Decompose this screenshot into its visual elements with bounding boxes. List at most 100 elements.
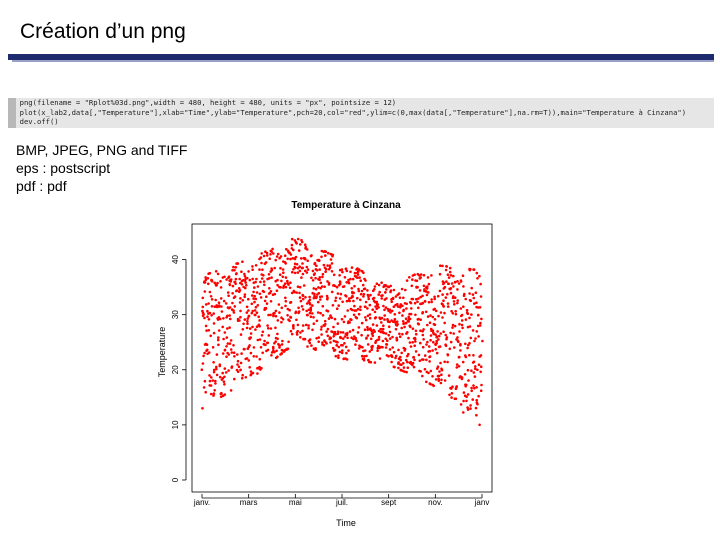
data-point [227, 275, 231, 278]
data-point [447, 374, 451, 377]
data-point [267, 334, 271, 337]
data-point [442, 281, 446, 285]
data-point [239, 361, 243, 365]
data-point [207, 329, 211, 332]
data-point [216, 272, 220, 276]
data-point [443, 311, 446, 315]
data-point [214, 298, 217, 302]
data-point [287, 340, 290, 344]
data-point [452, 274, 455, 278]
code-block: > png(filename = "Rplot%03d.png",width =… [8, 98, 714, 128]
data-point [440, 373, 443, 376]
data-point [270, 276, 273, 279]
data-point [451, 323, 455, 327]
data-point [446, 353, 450, 357]
data-point [432, 331, 435, 334]
data-point [244, 376, 248, 379]
data-point [264, 343, 267, 347]
data-point [274, 258, 277, 262]
data-point [217, 343, 220, 347]
data-point [338, 274, 341, 277]
data-point [458, 330, 461, 333]
data-point [441, 264, 444, 268]
data-point [232, 265, 235, 269]
data-point [205, 343, 209, 346]
data-point [425, 343, 428, 346]
data-point [301, 329, 304, 333]
data-point [390, 355, 394, 358]
data-point [396, 302, 399, 306]
data-point [247, 359, 251, 362]
data-point [398, 335, 402, 338]
data-point [270, 268, 274, 272]
data-point [459, 349, 462, 352]
data-point [289, 281, 292, 284]
data-point [472, 384, 475, 387]
data-point [309, 306, 313, 310]
data-point [403, 370, 406, 373]
data-point [276, 278, 279, 282]
data-point [422, 284, 426, 288]
data-point [387, 333, 390, 337]
data-point [421, 333, 425, 337]
data-point [346, 309, 349, 312]
data-point [348, 321, 351, 324]
data-point [375, 324, 379, 327]
data-point [439, 361, 442, 365]
data-point [336, 292, 340, 295]
data-point [351, 308, 354, 312]
data-point [266, 348, 270, 352]
data-point [472, 296, 476, 300]
data-point [392, 288, 396, 292]
data-point [289, 316, 293, 319]
data-point [469, 336, 473, 340]
data-point [229, 348, 233, 351]
x-tick-label: juil. [335, 498, 348, 507]
data-point [437, 314, 440, 318]
data-point [386, 339, 389, 342]
data-point [449, 287, 453, 290]
data-point [343, 342, 346, 345]
data-point [229, 280, 232, 283]
data-point [253, 300, 256, 304]
data-point [459, 342, 462, 346]
data-point [253, 286, 256, 289]
data-point [414, 313, 417, 317]
data-point [366, 293, 370, 297]
data-point [395, 320, 399, 323]
data-point [394, 327, 398, 331]
data-point [212, 394, 215, 397]
data-point [345, 358, 349, 361]
data-point [341, 337, 345, 340]
data-point [212, 331, 216, 335]
data-point [450, 396, 453, 399]
data-point [388, 348, 392, 351]
data-point [260, 252, 263, 255]
data-point [315, 264, 318, 268]
data-point [273, 292, 277, 296]
data-point [361, 283, 365, 287]
data-point [241, 299, 245, 302]
data-point [214, 379, 217, 383]
data-point [337, 356, 340, 359]
data-point [335, 307, 339, 310]
data-point [279, 266, 282, 270]
data-point [215, 284, 218, 287]
data-point [333, 330, 337, 334]
data-point [249, 370, 253, 373]
data-point [453, 324, 457, 328]
data-point [350, 336, 353, 339]
data-point [368, 316, 372, 320]
data-point [258, 268, 261, 271]
data-point [425, 290, 428, 293]
x-tick-label: mai [289, 498, 302, 507]
data-point [328, 264, 332, 267]
data-point [247, 315, 250, 318]
data-point [421, 374, 424, 378]
data-point [425, 380, 428, 384]
data-point [248, 278, 252, 282]
data-point [347, 281, 351, 285]
data-point [475, 386, 478, 389]
data-point [452, 295, 455, 298]
data-point [346, 336, 349, 340]
